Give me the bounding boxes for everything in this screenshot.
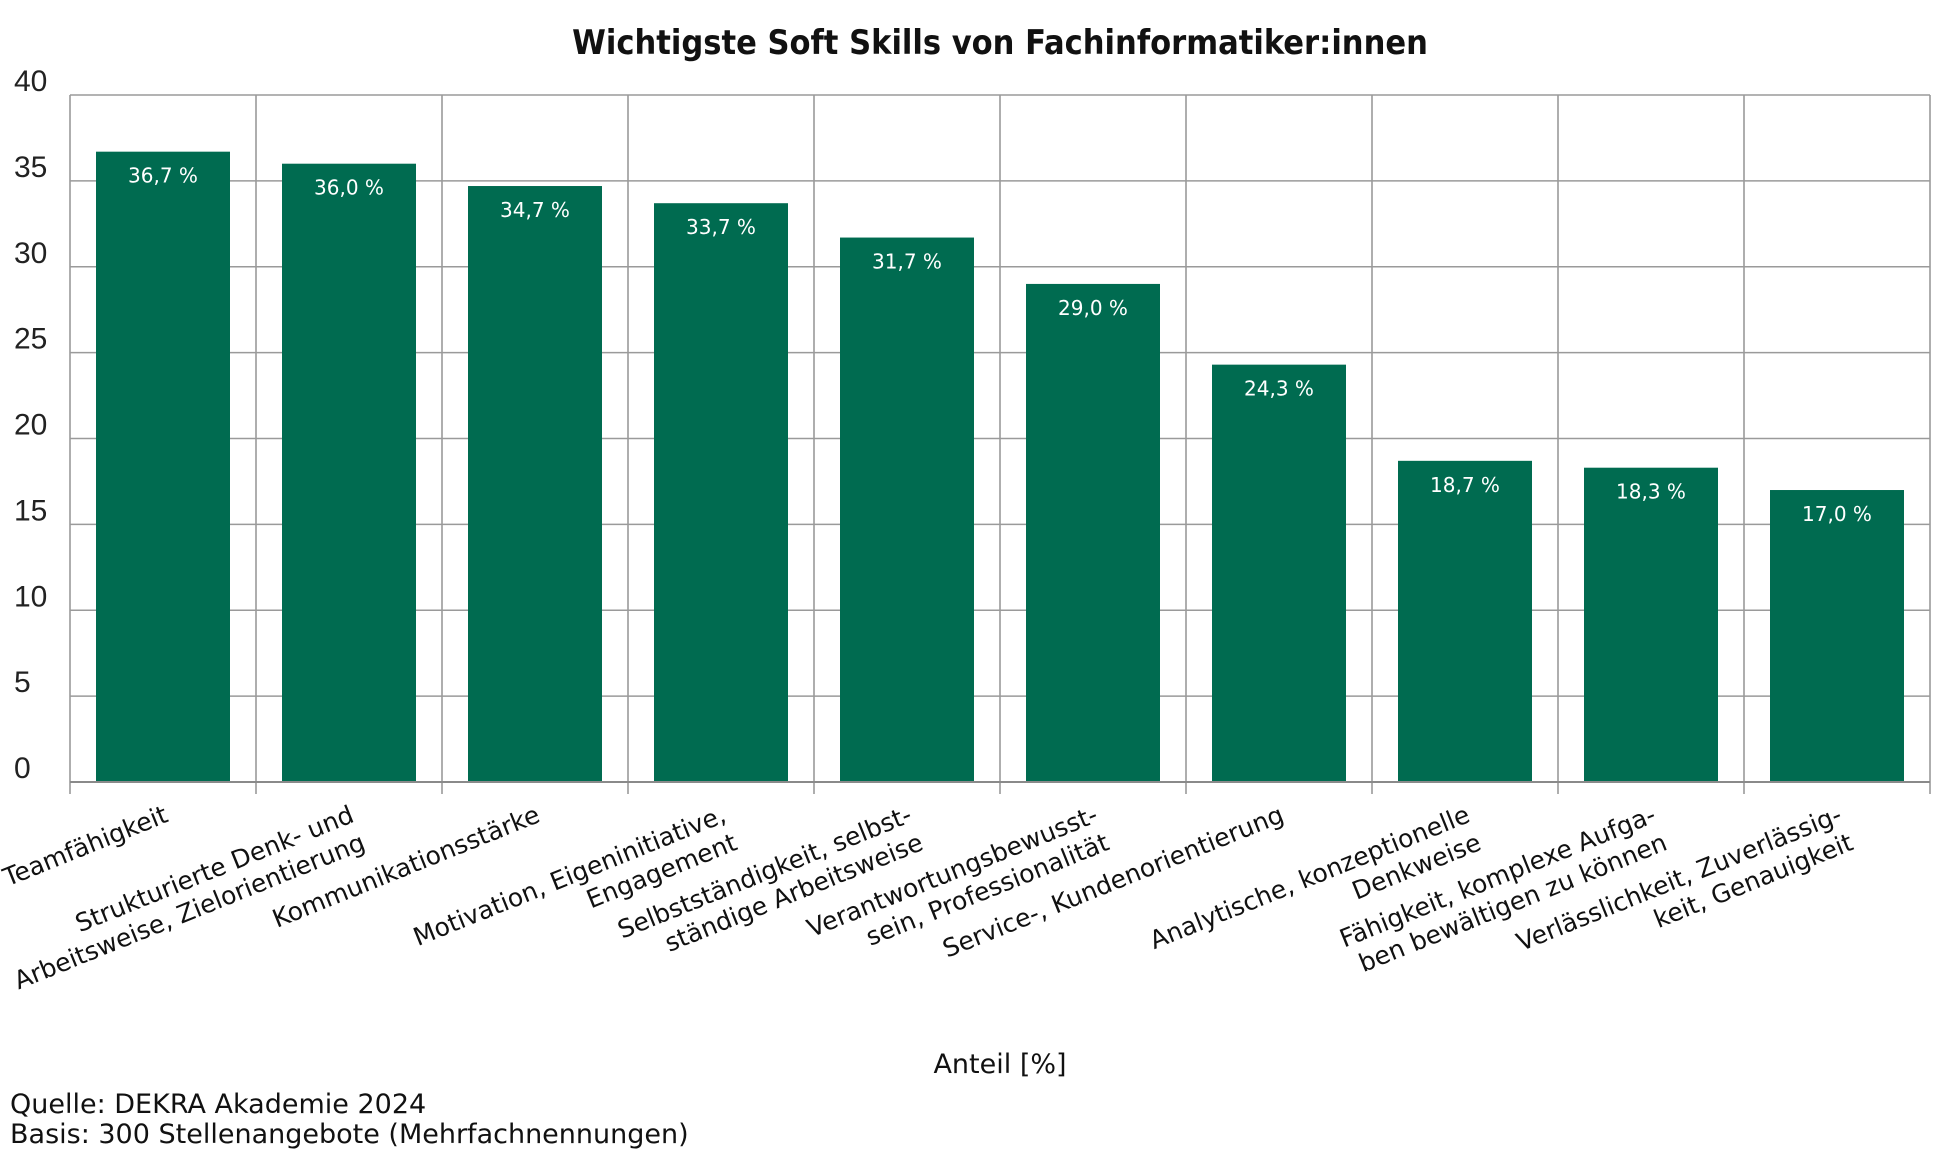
bar — [1398, 460, 1532, 782]
y-tick-label: 40 — [14, 65, 47, 98]
bar — [282, 163, 416, 782]
bars: 36,7 % 36,0 % 34,7 % 33,7 % 31,7 % 29,0 % 24,3… — [96, 151, 1904, 783]
bar-value-label: 24,3 % — [1244, 377, 1314, 401]
bar-value-label: 18,7 % — [1430, 473, 1500, 497]
y-tick-label: 5 — [14, 666, 31, 699]
bar — [1026, 283, 1160, 782]
bar-value-label: 36,0 % — [314, 176, 384, 200]
bar-value-label: 34,7 % — [500, 198, 570, 222]
y-axis: 0 5 10 15 20 25 30 35 40 — [14, 65, 47, 785]
bar-value-label: 29,0 % — [1058, 296, 1128, 320]
source-note: Quelle: DEKRA Akademie 2024 — [10, 1089, 426, 1120]
bar-value-label: 17,0 % — [1802, 502, 1872, 526]
bar — [1212, 364, 1346, 782]
bar — [468, 186, 602, 783]
chart-title: Wichtigste Soft Skills von Fachinformati… — [572, 23, 1428, 63]
bar — [1770, 490, 1904, 782]
bar-value-label: 31,7 % — [872, 250, 942, 274]
bar-value-label: 36,7 % — [128, 164, 198, 188]
y-tick-label: 25 — [14, 323, 47, 356]
x-axis-label: Anteil [%] — [933, 1049, 1066, 1080]
bar — [840, 237, 974, 783]
bar-value-label: 18,3 % — [1616, 480, 1686, 504]
bar — [654, 203, 788, 782]
y-tick-label: 30 — [14, 237, 47, 270]
y-tick-label: 35 — [14, 151, 47, 184]
bar — [96, 151, 230, 783]
x-category-label: Teamfähigkeit — [0, 800, 172, 893]
bar — [1584, 467, 1718, 782]
y-tick-label: 20 — [14, 409, 47, 442]
y-tick-label: 0 — [14, 752, 31, 785]
bar-value-label: 33,7 % — [686, 215, 756, 239]
y-tick-label: 15 — [14, 494, 47, 527]
y-tick-label: 10 — [14, 580, 47, 613]
basis-note: Basis: 300 Stellenangebote (Mehrfachnenn… — [10, 1119, 689, 1150]
x-category-label-line: Teamfähigkeit — [0, 800, 172, 893]
